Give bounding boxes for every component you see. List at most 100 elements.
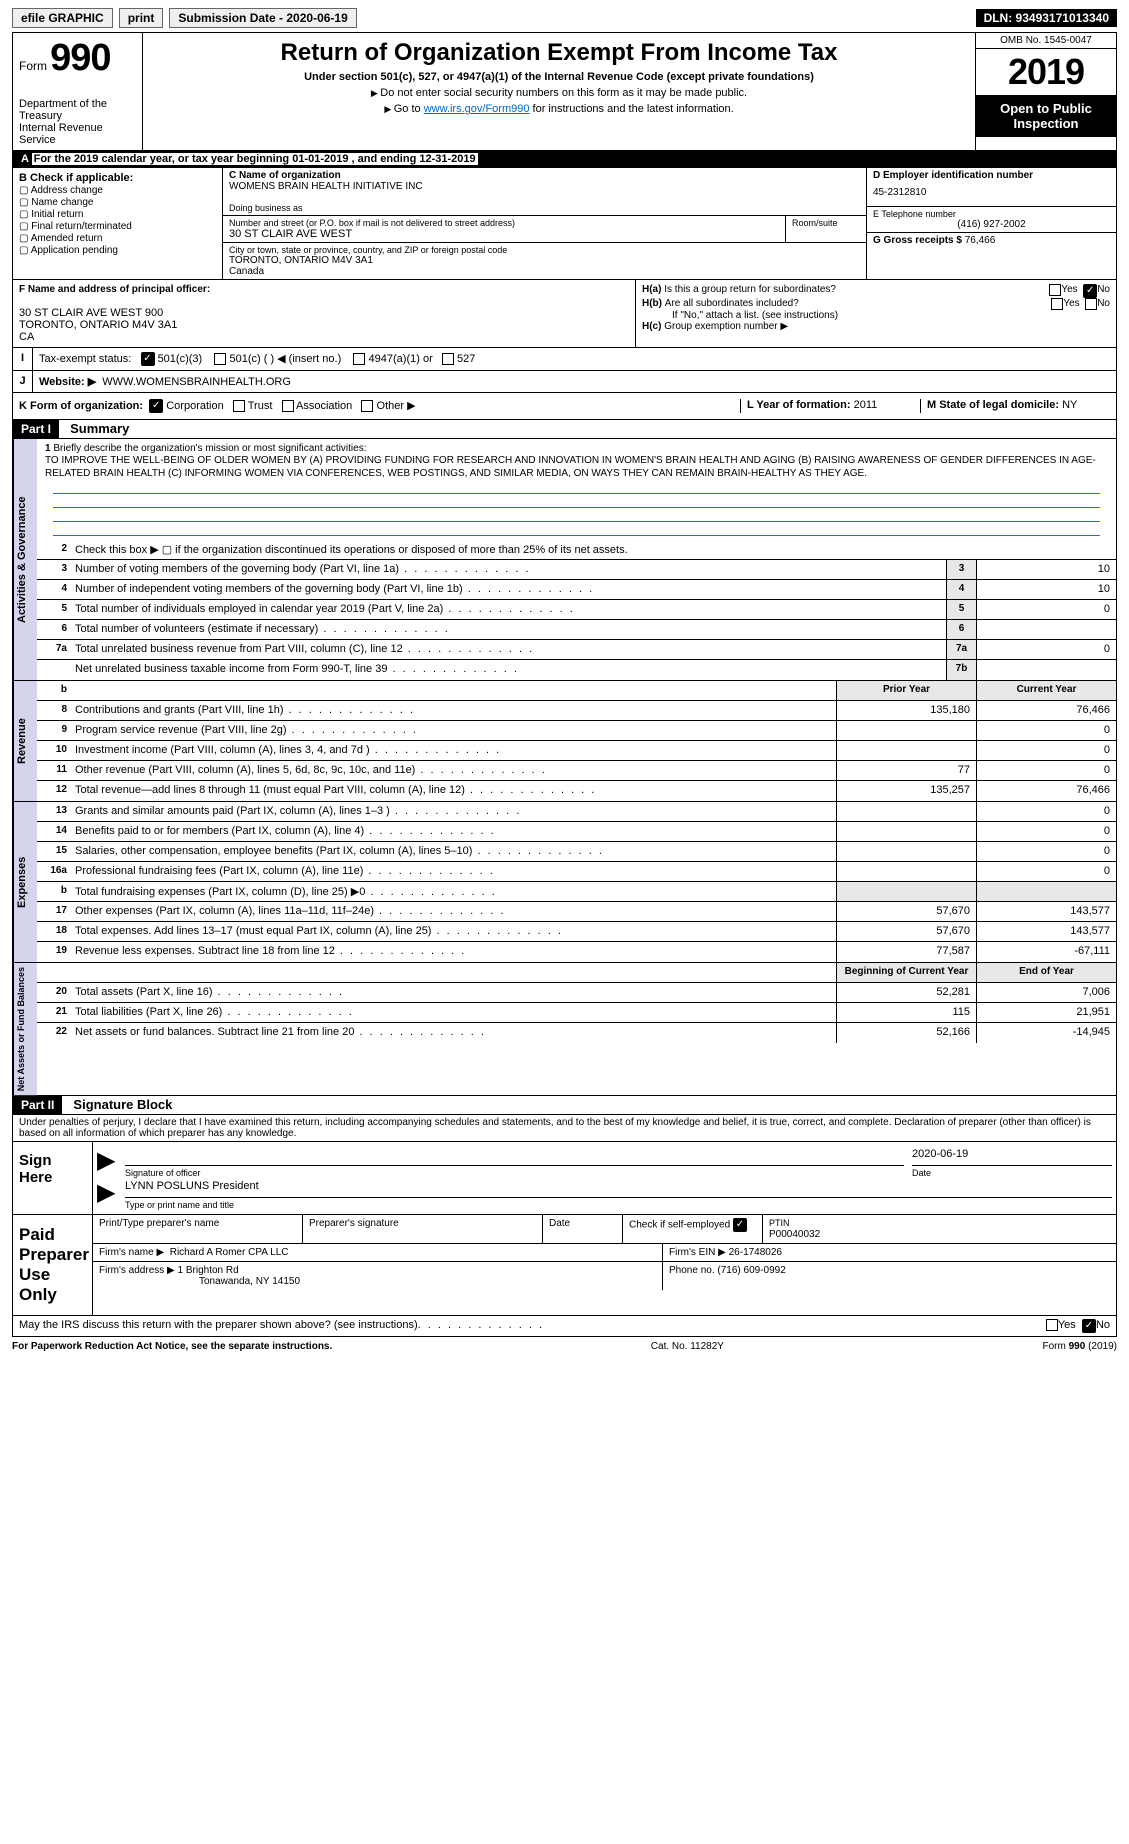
- firm-name-label: Firm's name ▶: [99, 1247, 164, 1258]
- l-label: L Year of formation:: [747, 399, 851, 411]
- website-value: WWW.WOMENSBRAINHEALTH.ORG: [102, 376, 291, 388]
- gross-label: G Gross receipts $: [873, 235, 962, 246]
- hb-no-check[interactable]: [1085, 298, 1097, 310]
- mission-label: Briefly describe the organization's miss…: [53, 443, 366, 454]
- other-check[interactable]: [361, 400, 373, 412]
- form-number: 990: [50, 37, 110, 79]
- print-btn[interactable]: print: [119, 8, 164, 28]
- efile-btn[interactable]: efile GRAPHIC: [12, 8, 113, 28]
- 501c3-check[interactable]: ✓: [141, 352, 155, 366]
- period-text: For the 2019 calendar year, or tax year …: [32, 153, 478, 165]
- assoc-label: Association: [296, 400, 352, 412]
- ha-no: No: [1097, 284, 1110, 298]
- paid-prep-label: Paid Preparer Use Only: [13, 1215, 93, 1315]
- firm-ein-label: Firm's EIN ▶: [669, 1247, 726, 1258]
- ein-cell: D Employer identification number 45-2312…: [867, 168, 1116, 207]
- part1-title: Summary: [62, 421, 129, 436]
- col-end: End of Year: [976, 963, 1116, 982]
- l-value: 2011: [854, 399, 878, 411]
- city-label: City or town, state or province, country…: [229, 245, 860, 255]
- officer-group-row: F Name and address of principal officer:…: [12, 280, 1117, 348]
- 501c-label: 501(c) ( ) ◀ (insert no.): [229, 353, 341, 365]
- ha-yes-check[interactable]: [1049, 284, 1061, 296]
- discuss-label: May the IRS discuss this return with the…: [19, 1319, 418, 1333]
- form-label: Form: [19, 59, 47, 73]
- ha-no-check[interactable]: ✓: [1083, 284, 1097, 298]
- type-label: Type or print name and title: [125, 1200, 1112, 1210]
- goto-pre: Go to: [394, 103, 424, 115]
- prep-date-label: Date: [543, 1215, 623, 1244]
- prep-phone-label: Phone no.: [669, 1265, 715, 1276]
- revenue-section: Revenue bPrior YearCurrent Year 8Contrib…: [12, 681, 1117, 802]
- irs-link[interactable]: www.irs.gov/Form990: [424, 103, 530, 115]
- officer-label: F Name and address of principal officer:: [19, 284, 629, 295]
- prep-phone: (716) 609-0992: [717, 1265, 785, 1276]
- page-footer: For Paperwork Reduction Act Notice, see …: [12, 1337, 1117, 1356]
- prep-sig-label: Preparer's signature: [303, 1215, 543, 1244]
- part2-header: Part II: [13, 1096, 62, 1114]
- discuss-no-check[interactable]: ✓: [1082, 1319, 1096, 1333]
- city-cell: City or town, state or province, country…: [223, 243, 866, 279]
- vtab-expenses: Expenses: [13, 802, 37, 962]
- gross-cell: G Gross receipts $ 76,466: [867, 233, 1116, 248]
- website-label: Website: ▶: [39, 376, 96, 388]
- hb-label: Are all subordinates included?: [665, 298, 1052, 310]
- hc-label: Group exemption number ▶: [664, 321, 788, 332]
- part2-title: Signature Block: [65, 1097, 172, 1112]
- sign-here-block: Sign Here ▶ Signature of officer 2020-06…: [12, 1142, 1117, 1215]
- m-label: M State of legal domicile:: [927, 399, 1059, 411]
- check-pending[interactable]: Application pending: [19, 245, 216, 256]
- submission-date: Submission Date - 2020-06-19: [169, 8, 356, 28]
- hb-yes-check[interactable]: [1051, 298, 1063, 310]
- officer-name: LYNN POSLUNS President: [125, 1180, 1112, 1198]
- form-title: Return of Organization Exempt From Incom…: [149, 39, 969, 67]
- ptin-value: P00040032: [769, 1229, 820, 1240]
- ein-label: D Employer identification number: [873, 170, 1110, 181]
- form-subtitle: Under section 501(c), 527, or 4947(a)(1)…: [149, 71, 969, 83]
- tax-year: 2019: [976, 49, 1116, 95]
- check-final-return[interactable]: Final return/terminated: [19, 221, 216, 232]
- tax-status-row: I Tax-exempt status: ✓ 501(c)(3) 501(c) …: [12, 348, 1117, 371]
- 4947-check[interactable]: [353, 353, 365, 365]
- discuss-no: No: [1096, 1319, 1110, 1333]
- firm-city: Tonawanda, NY 14150: [99, 1276, 300, 1287]
- phone-label: E Telephone number: [873, 209, 1110, 219]
- k-l-m-row: K Form of organization: ✓ Corporation Tr…: [12, 393, 1117, 420]
- 501c-check[interactable]: [214, 353, 226, 365]
- check-amended[interactable]: Amended return: [19, 233, 216, 244]
- 527-check[interactable]: [442, 353, 454, 365]
- perjury-decl: Under penalties of perjury, I declare th…: [12, 1115, 1117, 1142]
- ssn-note: Do not enter social security numbers on …: [149, 87, 969, 99]
- other-label: Other ▶: [377, 400, 416, 412]
- footer-right: Form 990 (2019): [1043, 1341, 1117, 1352]
- dba-label: Doing business as: [229, 203, 860, 213]
- paid-preparer-block: Paid Preparer Use Only Print/Type prepar…: [12, 1215, 1117, 1316]
- 501c3-label: 501(c)(3): [158, 353, 203, 365]
- tax-status-label: Tax-exempt status:: [39, 353, 131, 365]
- officer-addr1: 30 ST CLAIR AVE WEST 900: [19, 307, 629, 319]
- hb-yes: Yes: [1063, 298, 1079, 310]
- self-emp-label: Check if self-employed: [629, 1220, 730, 1231]
- box-b-header: B Check if applicable:: [19, 172, 216, 184]
- goto-note: Go to www.irs.gov/Form990 for instructio…: [149, 103, 969, 115]
- dept-label: Department of the Treasury Internal Reve…: [19, 98, 136, 146]
- part1-header: Part I: [13, 420, 59, 438]
- col-prior: Prior Year: [836, 681, 976, 700]
- check-initial-return[interactable]: Initial return: [19, 209, 216, 220]
- ptin-label: PTIN: [769, 1218, 790, 1228]
- check-name-change[interactable]: Name change: [19, 197, 216, 208]
- assoc-check[interactable]: [282, 400, 294, 412]
- corp-check[interactable]: ✓: [149, 399, 163, 413]
- sig-date-label: Date: [912, 1168, 1112, 1178]
- street: 30 ST CLAIR AVE WEST: [229, 228, 779, 240]
- sig-officer-label: Signature of officer: [125, 1168, 904, 1178]
- discuss-yes: Yes: [1058, 1319, 1076, 1333]
- discuss-yes-check[interactable]: [1046, 1319, 1058, 1331]
- check-address-change[interactable]: Address change: [19, 185, 216, 196]
- gross-value: 76,466: [965, 235, 996, 246]
- trust-check[interactable]: [233, 400, 245, 412]
- street-cell: Number and street (or P.O. box if mail i…: [223, 216, 786, 242]
- vtab-governance: Activities & Governance: [13, 439, 37, 680]
- trust-label: Trust: [248, 400, 273, 412]
- self-emp-check[interactable]: ✓: [733, 1218, 747, 1232]
